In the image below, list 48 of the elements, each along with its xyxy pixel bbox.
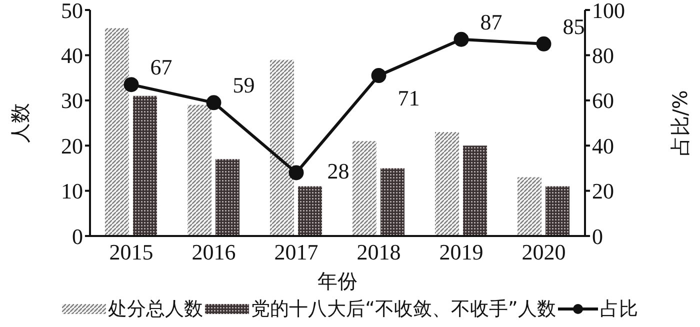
y-tick-label: 50 — [61, 0, 83, 23]
point — [206, 95, 222, 110]
y2-tick-label: 20 — [592, 178, 614, 204]
x-tick-label: 2017 — [274, 240, 318, 265]
data-label: 67 — [150, 54, 172, 80]
data-label: 85 — [562, 14, 585, 39]
point — [371, 68, 386, 84]
bar — [188, 104, 212, 236]
bar — [105, 28, 129, 236]
point — [288, 165, 304, 180]
y2-tick-label: 80 — [592, 43, 614, 68]
x-axis-title: 年份 — [318, 269, 358, 293]
bar — [518, 177, 542, 236]
y-tick-label: 40 — [61, 43, 83, 68]
y-tick-label: 10 — [61, 178, 83, 204]
bar — [380, 168, 404, 236]
bar — [352, 141, 376, 236]
bar — [435, 132, 459, 236]
point — [124, 77, 139, 92]
bar — [270, 60, 294, 236]
x-tick-label: 2020 — [522, 240, 566, 265]
data-label: 87 — [480, 9, 502, 34]
bar — [216, 159, 240, 236]
y-axis-title: 人数 — [8, 103, 32, 143]
bar — [546, 186, 570, 236]
y-tick-label: 30 — [61, 88, 83, 114]
bar — [463, 146, 487, 236]
x-tick-label: 2019 — [439, 240, 484, 265]
data-label: 28 — [327, 158, 350, 184]
y2-tick-label: 40 — [592, 133, 614, 158]
y-tick-label: 20 — [61, 133, 83, 158]
legend-label: 处分总人数 — [108, 297, 204, 322]
point — [454, 32, 469, 47]
legend-label: 党的十八大后“不收敛、不收手”人数 — [251, 297, 556, 322]
x-tick-label: 2015 — [109, 240, 154, 265]
y-tick-label: 0 — [72, 224, 83, 249]
y2-axis-title: 占比/% — [668, 90, 692, 156]
bar — [133, 96, 157, 236]
data-label: 71 — [398, 86, 420, 111]
bar — [298, 186, 322, 236]
y2-tick-label: 60 — [592, 88, 614, 114]
legend-label: 占比 — [600, 297, 638, 322]
y2-tick-label: 0 — [592, 224, 603, 249]
x-tick-label: 2016 — [192, 240, 236, 265]
x-tick-label: 2018 — [356, 240, 401, 265]
data-label: 59 — [232, 72, 255, 98]
y2-tick-label: 100 — [592, 0, 625, 23]
point — [536, 36, 552, 52]
